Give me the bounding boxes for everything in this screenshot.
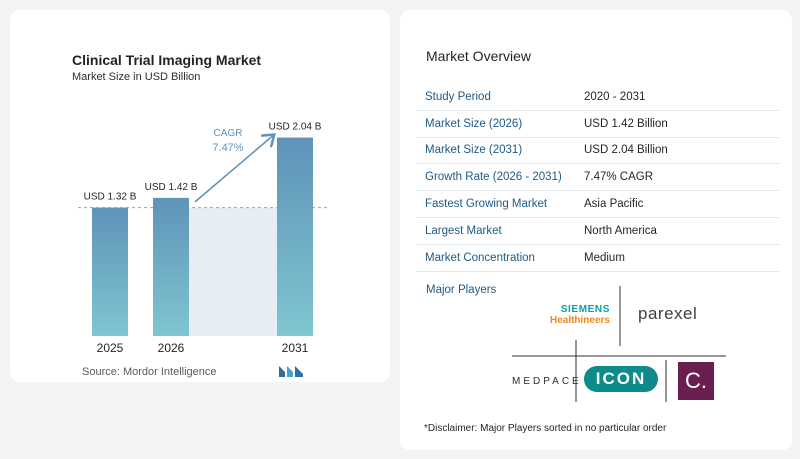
chart-title: Clinical Trial Imaging Market (72, 52, 262, 68)
siemens-healthineers-logo: SIEMENS Healthineers (536, 304, 610, 326)
overview-row-market-size-2026: Market Size (2026) USD 1.42 Billion (416, 111, 780, 138)
overview-title: Market Overview (426, 48, 532, 64)
overview-row-value: USD 2.04 Billion (584, 144, 668, 157)
x-tick-label-2026: 2026 (158, 341, 185, 355)
overview-row-value: 2020 - 2031 (584, 90, 646, 103)
cagr-value: 7.47% (212, 142, 243, 154)
overview-row-label: Market Concentration (425, 251, 535, 264)
overview-row-value: 7.47% CAGR (584, 171, 654, 184)
c-logo: C. (678, 362, 714, 400)
cagr-label: CAGR (214, 128, 243, 139)
x-tick-label-2031: 2031 (282, 341, 309, 355)
overview-row-study-period: Study Period 2020 - 2031 (416, 84, 780, 111)
bar-2026 (153, 197, 189, 336)
overview-row-value: North America (584, 224, 657, 237)
overview-row-value: Asia Pacific (584, 198, 644, 211)
chart-subtitle: Market Size in USD Billion (72, 71, 201, 83)
overview-table: Study Period 2020 - 2031 Market Size (20… (416, 84, 780, 272)
data-label-2031: USD 2.04 B (269, 122, 322, 133)
source-text: Source: Mordor Intelligence (82, 366, 217, 378)
overview-row-label: Growth Rate (2026 - 2031) (425, 171, 562, 184)
x-tick-label-2025: 2025 (97, 341, 124, 355)
overview-row-label: Market Size (2031) (425, 144, 523, 157)
overview-row-value: USD 1.42 Billion (584, 117, 668, 130)
data-label-2025: USD 1.32 B (84, 192, 137, 203)
mordor-intelligence-logo-icon (279, 366, 303, 377)
siemens-logo-line1: SIEMENS (560, 304, 610, 315)
bar-2025 (92, 207, 128, 336)
bar-chart: USD 1.32 B 2025 USD 1.42 B 2026 USD 2.04 B 20… (78, 122, 330, 355)
overview-row-market-size-2031: Market Size (2031) USD 2.04 Billion (416, 138, 780, 165)
overview-row-value: Medium (584, 251, 625, 264)
overview-row-label: Market Size (2026) (425, 117, 523, 130)
icon-logo: ICON (584, 366, 658, 392)
data-label-2026: USD 1.42 B (145, 182, 198, 193)
disclaimer-text: *Disclaimer: Major Players sorted in no … (424, 423, 667, 434)
growth-band (189, 207, 277, 336)
overview-row-fastest-growing: Fastest Growing Market Asia Pacific (416, 191, 780, 218)
overview-row-label: Fastest Growing Market (425, 198, 548, 211)
siemens-logo-line2: Healthineers (549, 315, 610, 326)
overview-row-growth-rate: Growth Rate (2026 - 2031) 7.47% CAGR (416, 164, 780, 192)
parexel-logo: parexel (638, 304, 698, 323)
overview-row-largest-market: Largest Market North America (416, 218, 780, 245)
overview-row-concentration: Market Concentration Medium (416, 245, 780, 272)
medpace-logo: MEDPACE (512, 376, 582, 387)
overview-row-label: Study Period (425, 90, 491, 103)
growth-arrow (194, 136, 273, 203)
bar-2031 (277, 137, 313, 336)
overview-row-label: Largest Market (425, 224, 502, 237)
major-players-title: Major Players (426, 284, 497, 296)
